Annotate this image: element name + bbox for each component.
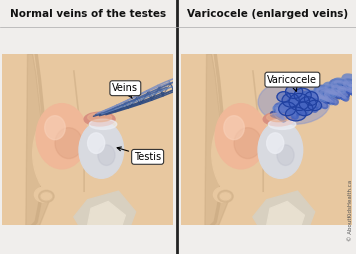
Ellipse shape: [294, 88, 311, 102]
Ellipse shape: [220, 193, 231, 200]
Text: Varicocele: Varicocele: [267, 75, 318, 91]
Ellipse shape: [258, 80, 330, 124]
Polygon shape: [74, 191, 136, 226]
Ellipse shape: [215, 104, 267, 169]
Ellipse shape: [286, 107, 306, 121]
Ellipse shape: [88, 113, 111, 122]
Polygon shape: [26, 54, 50, 226]
Ellipse shape: [267, 113, 290, 122]
Ellipse shape: [258, 122, 303, 178]
Ellipse shape: [289, 93, 310, 110]
Text: Testis: Testis: [117, 147, 161, 162]
Ellipse shape: [33, 87, 170, 220]
Ellipse shape: [41, 193, 52, 200]
Polygon shape: [2, 54, 50, 226]
Ellipse shape: [267, 133, 284, 153]
Ellipse shape: [39, 190, 54, 202]
Ellipse shape: [277, 92, 290, 102]
Ellipse shape: [212, 87, 349, 220]
Ellipse shape: [224, 116, 244, 140]
Ellipse shape: [296, 102, 313, 116]
Ellipse shape: [36, 104, 88, 169]
Text: Veins: Veins: [112, 83, 138, 98]
Ellipse shape: [35, 187, 55, 202]
Ellipse shape: [214, 187, 234, 202]
Ellipse shape: [299, 97, 316, 110]
Ellipse shape: [55, 128, 83, 158]
Ellipse shape: [308, 100, 321, 110]
Ellipse shape: [218, 190, 233, 202]
Ellipse shape: [84, 112, 115, 126]
Ellipse shape: [268, 119, 296, 129]
Polygon shape: [253, 191, 315, 226]
Ellipse shape: [286, 85, 303, 99]
Text: Normal veins of the testes: Normal veins of the testes: [10, 9, 166, 19]
Ellipse shape: [45, 116, 65, 140]
Ellipse shape: [282, 93, 299, 107]
Ellipse shape: [79, 122, 124, 178]
Polygon shape: [267, 201, 304, 226]
Ellipse shape: [98, 145, 115, 165]
Polygon shape: [88, 201, 125, 226]
Ellipse shape: [234, 128, 262, 158]
Ellipse shape: [277, 145, 294, 165]
Text: © AboutKidsHealth.ca: © AboutKidsHealth.ca: [348, 180, 353, 241]
Polygon shape: [181, 54, 229, 226]
Ellipse shape: [89, 119, 117, 129]
Ellipse shape: [304, 92, 318, 105]
Ellipse shape: [263, 112, 294, 126]
Ellipse shape: [88, 133, 105, 153]
Text: Varicocele (enlarged veins): Varicocele (enlarged veins): [187, 9, 348, 19]
Ellipse shape: [279, 102, 296, 116]
Polygon shape: [205, 54, 229, 226]
